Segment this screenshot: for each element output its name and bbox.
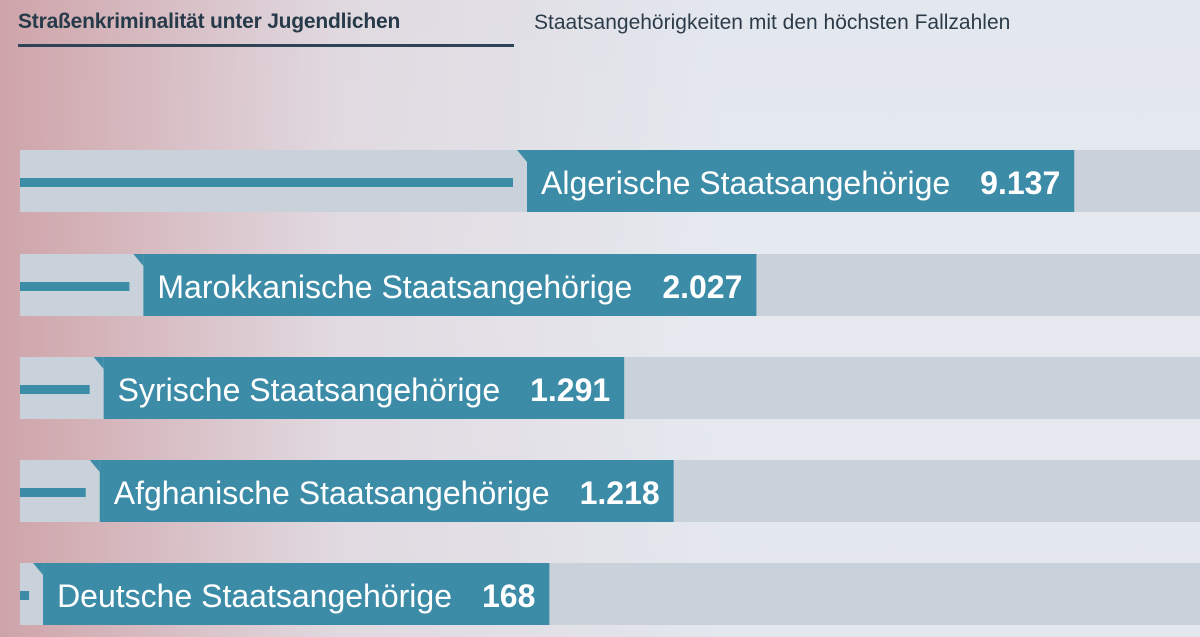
bar-label: Algerische Staatsangehörige xyxy=(541,165,950,201)
bar xyxy=(143,254,757,316)
chart-title: Straßenkriminalität unter Jugendlichen xyxy=(18,10,401,33)
bar-row: Marokkanische Staatsangehörige 2.027 xyxy=(20,254,1200,316)
bar-row: Algerische Staatsangehörige 9.137 xyxy=(20,150,1200,212)
chart-header: Straßenkriminalität unter Jugendlichen S… xyxy=(0,0,1200,60)
title-underline xyxy=(18,44,514,47)
bar-value-label: 9.137 xyxy=(980,165,1060,201)
bar-value-line xyxy=(20,178,513,187)
bar-value-label: 168 xyxy=(482,578,535,614)
bar-label: Marokkanische Staatsangehörige xyxy=(157,269,632,305)
chart-subtitle: Staatsangehörigkeiten mit den höchsten F… xyxy=(534,11,1011,34)
bar xyxy=(103,357,625,419)
bar-notch xyxy=(517,150,527,162)
bar xyxy=(527,150,1075,212)
bar-notch xyxy=(133,254,144,266)
bar-value-line xyxy=(20,488,86,497)
bar-notch xyxy=(93,357,104,369)
bar-row: Syrische Staatsangehörige 1.291 xyxy=(20,357,1200,419)
bar-value-line xyxy=(20,591,30,600)
bar-notch xyxy=(89,460,100,472)
bar-label: Deutsche Staatsangehörige xyxy=(57,578,452,614)
bar-label: Syrische Staatsangehörige xyxy=(118,372,500,408)
bar-row: Afghanische Staatsangehörige 1.218 xyxy=(20,460,1200,522)
bar xyxy=(99,460,674,522)
bar-row: Deutsche Staatsangehörige 168 xyxy=(20,563,1200,625)
bar-value-line xyxy=(20,282,130,291)
bar-label: Afghanische Staatsangehörige xyxy=(114,475,550,511)
bar-value-label: 1.291 xyxy=(530,372,610,408)
bar-value-label: 1.218 xyxy=(580,475,660,511)
bar-notch xyxy=(33,563,44,575)
bar xyxy=(43,563,550,625)
bar-value-label: 2.027 xyxy=(662,269,742,305)
bar-value-line xyxy=(20,385,90,394)
